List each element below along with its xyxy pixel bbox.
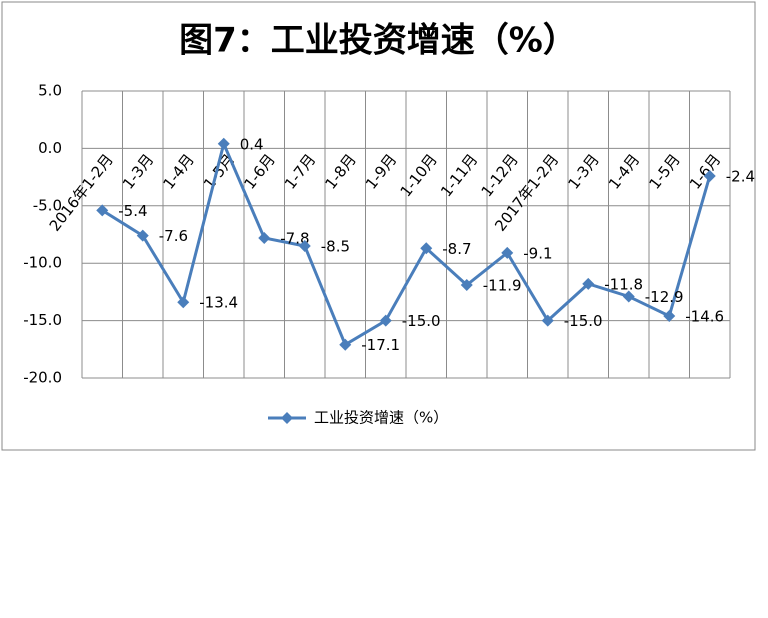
chart-border <box>1 1 756 451</box>
y-tick-label: 0.0 <box>38 139 62 157</box>
data-point <box>501 246 514 259</box>
data-label: -2.4 <box>726 167 755 185</box>
data-point <box>379 314 392 327</box>
data-point <box>177 296 190 309</box>
data-label: -8.7 <box>442 240 471 258</box>
data-point <box>258 231 271 244</box>
data-point <box>703 169 716 182</box>
data-label: -15.0 <box>402 312 441 330</box>
data-label: -9.1 <box>523 244 552 262</box>
data-point <box>96 204 109 217</box>
data-label: -5.4 <box>118 202 147 220</box>
data-point <box>298 239 311 252</box>
data-label: -11.9 <box>483 277 522 295</box>
data-point <box>217 137 230 150</box>
chart-title: 图7：工业投资增速（%） <box>179 21 577 61</box>
y-tick-label: -10.0 <box>23 254 62 272</box>
y-tick-label: 5.0 <box>38 82 62 100</box>
legend-marker <box>281 412 293 424</box>
data-point <box>582 277 595 290</box>
y-tick-label: -5.0 <box>33 196 62 214</box>
data-label: -12.9 <box>645 288 684 306</box>
data-label: 0.4 <box>240 135 264 153</box>
data-point <box>420 242 433 255</box>
data-label: -11.8 <box>604 275 643 293</box>
data-point <box>541 314 554 327</box>
data-point <box>136 229 149 242</box>
data-label: -13.4 <box>199 294 238 312</box>
data-point <box>622 290 635 303</box>
data-point <box>339 338 352 351</box>
y-tick-label: -15.0 <box>23 311 62 329</box>
y-tick-label: -20.0 <box>23 369 62 387</box>
data-point <box>663 310 676 323</box>
data-point <box>460 279 473 292</box>
data-label: -7.6 <box>159 227 188 245</box>
data-label: -8.5 <box>321 237 350 255</box>
data-label: -14.6 <box>685 308 724 326</box>
series-line <box>101 139 712 347</box>
legend-label: 工业投资增速（%） <box>314 409 448 427</box>
data-label: -17.1 <box>361 336 400 354</box>
data-label: -15.0 <box>564 312 603 330</box>
